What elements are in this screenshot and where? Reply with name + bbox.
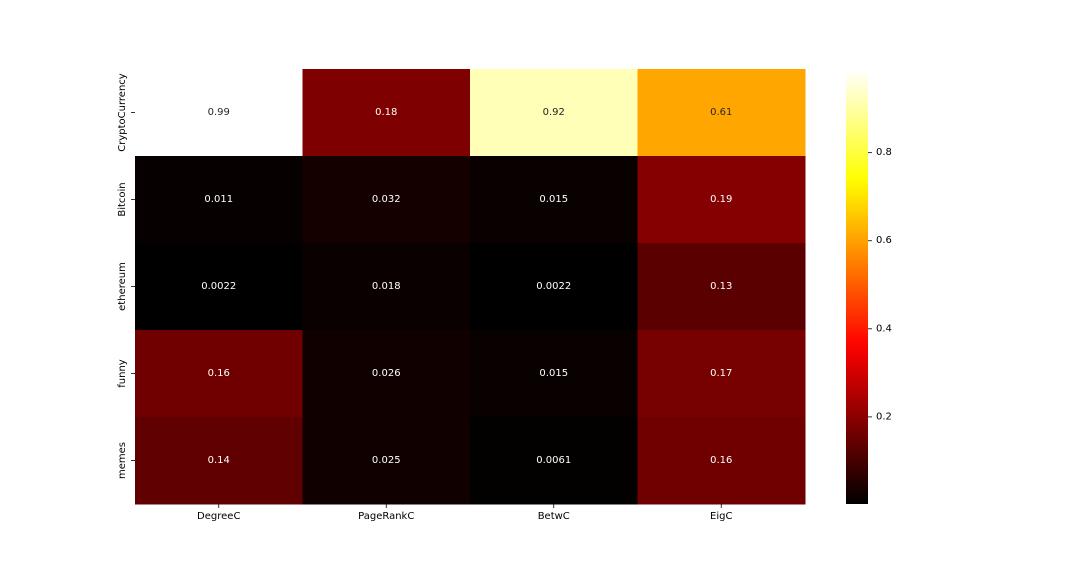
cell-value-label: 0.14: [208, 455, 230, 466]
heatmap-cell: [637, 69, 806, 157]
cell-value-label: 0.0022: [536, 281, 571, 292]
heatmap-cell: [470, 417, 638, 505]
cell-value-label: 0.0061: [536, 455, 571, 466]
cell-value-label: 0.0022: [201, 281, 236, 292]
heatmap-cell: [135, 417, 303, 505]
heatmap-cells: 0.99 0.18 0.92 0.61 0.011 0.032 0.015 0.19 0.002…: [135, 69, 806, 505]
cell-value-label: 0.032: [372, 194, 401, 205]
x-tick-label: PageRankC: [358, 511, 414, 522]
colorbar-tick-label: 0.6: [876, 235, 892, 246]
cell-value-label: 0.18: [375, 107, 397, 118]
cell-value-label: 0.61: [710, 107, 732, 118]
colorbar-tick-label: 0.4: [876, 323, 892, 334]
cell-value-label: 0.025: [372, 455, 401, 466]
cell-value-label: 0.16: [710, 455, 732, 466]
cell-value-label: 0.018: [372, 281, 401, 292]
cell-value-label: 0.19: [710, 194, 732, 205]
heatmap-cell: [302, 243, 471, 331]
heatmap-cell: [302, 417, 471, 505]
heatmap-cell: [135, 330, 303, 418]
cell-value-label: 0.13: [710, 281, 732, 292]
heatmap-cell: [637, 417, 806, 505]
y-tick-label: CryptoCurrency: [117, 73, 128, 152]
x-axis: DegreeC PageRankC BetwC EigC: [197, 504, 732, 522]
heatmap-cell: [470, 156, 638, 244]
heatmap-cell: [637, 243, 806, 331]
y-tick-label: ethereum: [117, 262, 128, 311]
y-tick-label: funny: [117, 359, 128, 388]
x-tick-label: DegreeC: [197, 511, 240, 522]
x-tick-label: BetwC: [538, 511, 570, 522]
cell-value-label: 0.026: [372, 368, 401, 379]
y-axis: CryptoCurrency Bitcoin ethereum funny memes: [117, 73, 135, 479]
y-tick-label: Bitcoin: [117, 182, 128, 216]
cell-value-label: 0.17: [710, 368, 732, 379]
heatmap-cell: [302, 69, 471, 157]
heatmap-cell: [470, 243, 638, 331]
cell-value-label: 0.99: [208, 107, 230, 118]
colorbar-tick-label: 0.8: [876, 147, 892, 158]
heatmap-cell: [302, 330, 471, 418]
heatmap-cell: [637, 330, 806, 418]
cell-value-label: 0.015: [539, 194, 568, 205]
heatmap-cell: [302, 156, 471, 244]
cell-value-label: 0.92: [543, 107, 565, 118]
cell-value-label: 0.011: [204, 194, 233, 205]
cell-value-label: 0.16: [208, 368, 230, 379]
heatmap-cell: [470, 69, 638, 157]
heatmap-cell: [637, 156, 806, 244]
colorbar-gradient: [846, 69, 868, 504]
heatmap-cell: [135, 156, 303, 244]
x-tick-label: EigC: [710, 511, 732, 522]
heatmap-cell: [135, 243, 303, 331]
cell-value-label: 0.015: [539, 368, 568, 379]
colorbar-tick-label: 0.2: [876, 411, 892, 422]
heatmap-cell: [135, 69, 303, 157]
y-tick-label: memes: [117, 442, 128, 479]
colorbar: 0.2 0.4 0.6 0.8: [846, 69, 892, 504]
heatmap-cell: [470, 330, 638, 418]
